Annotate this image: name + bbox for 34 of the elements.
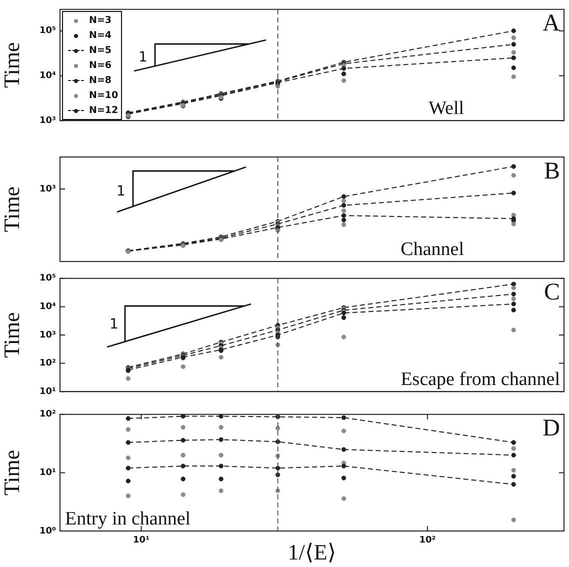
y-tick-label: 10⁴	[40, 71, 56, 82]
y-tick-label: 10²	[40, 358, 56, 369]
annotation: 1	[110, 316, 118, 333]
y-tick-label: 10⁴	[40, 302, 56, 312]
legend-label: N=8	[89, 75, 112, 86]
y-axis-title: Time	[0, 312, 24, 358]
annotation: C	[544, 280, 560, 306]
y-tick-label: 10¹	[40, 468, 56, 478]
y-tick-label: 10³	[40, 330, 56, 340]
y-tick-label: 10²	[40, 410, 56, 420]
annotation: Escape from channel	[400, 369, 560, 390]
legend-label: N=10	[89, 90, 118, 102]
legend-label: N=6	[89, 60, 112, 72]
annotation: Well	[428, 98, 464, 120]
annotation: A	[542, 10, 561, 37]
y-tick-label: 10¹	[40, 386, 56, 397]
legend-label: N=12	[89, 105, 118, 116]
y-axis-title: Time	[0, 186, 24, 232]
legend-label: N=3	[89, 15, 112, 26]
y-tick-label: 10⁵	[40, 274, 56, 284]
annotation: Entry in channel	[65, 508, 191, 530]
annotation: D	[542, 416, 560, 442]
y-axis-title: Time	[0, 42, 24, 88]
annotation: 1	[138, 50, 148, 66]
legend-label: N=5	[89, 45, 112, 56]
y-tick-label: 10⁵	[40, 26, 56, 36]
y-tick-label: 10³	[40, 116, 56, 126]
y-tick-label: 10⁰	[40, 526, 56, 536]
annotation: Channel	[400, 238, 464, 260]
y-axis-title: Time	[0, 450, 24, 496]
annotation: 1	[116, 184, 126, 200]
legend-label: N=4	[89, 30, 112, 42]
annotation: B	[544, 158, 560, 184]
x-axis-title: 1/⟨E⟩	[288, 540, 336, 565]
